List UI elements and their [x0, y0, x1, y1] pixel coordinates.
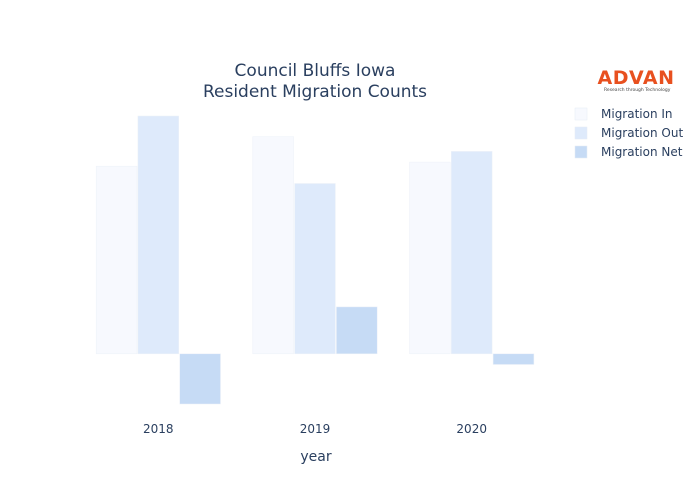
x-axis-ticks: 2018 2019 2020 [143, 422, 487, 436]
bar-migration-in-2018[interactable] [95, 165, 138, 355]
x-axis-title: year [300, 449, 331, 465]
legend-item-migration-out[interactable]: Migration Out [574, 126, 683, 140]
legend-item-migration-net[interactable]: Migration Net [574, 145, 683, 159]
legend-label: Migration Net [601, 145, 683, 159]
bar-migration-out-2020[interactable] [451, 151, 493, 355]
x-tick-label-2019: 2019 [300, 422, 331, 436]
bar-migration-in-2019[interactable] [252, 136, 294, 355]
bar-migration-out-2018[interactable] [137, 115, 179, 355]
legend-swatch [574, 126, 588, 140]
bar-migration-out-2019[interactable] [294, 183, 336, 355]
chart-title-line-2: Resident Migration Counts [203, 82, 427, 102]
x-tick-label-2018: 2018 [143, 422, 174, 436]
legend[interactable]: Migration In Migration Out Migration Net [574, 107, 683, 159]
bar-migration-in-2020[interactable] [409, 161, 451, 355]
legend-item-migration-in[interactable]: Migration In [574, 107, 673, 121]
legend-swatch [574, 107, 588, 121]
chart-title: Council Bluffs Iowa Resident Migration C… [203, 61, 427, 102]
bar-migration-net-2019[interactable] [336, 306, 378, 355]
plot-area [95, 115, 535, 405]
legend-swatch [574, 145, 588, 159]
bar-migration-net-2018[interactable] [179, 353, 221, 405]
legend-label: Migration In [601, 107, 673, 121]
chart-title-line-1: Council Bluffs Iowa [235, 61, 396, 81]
x-tick-label-2020: 2020 [456, 422, 487, 436]
legend-label: Migration Out [601, 126, 683, 140]
advan-logo: ADVAN Research through Technology [598, 67, 675, 93]
bar-migration-net-2020[interactable] [492, 353, 535, 365]
logo-tagline: Research through Technology [604, 87, 671, 93]
logo-text: ADVAN [598, 67, 675, 89]
